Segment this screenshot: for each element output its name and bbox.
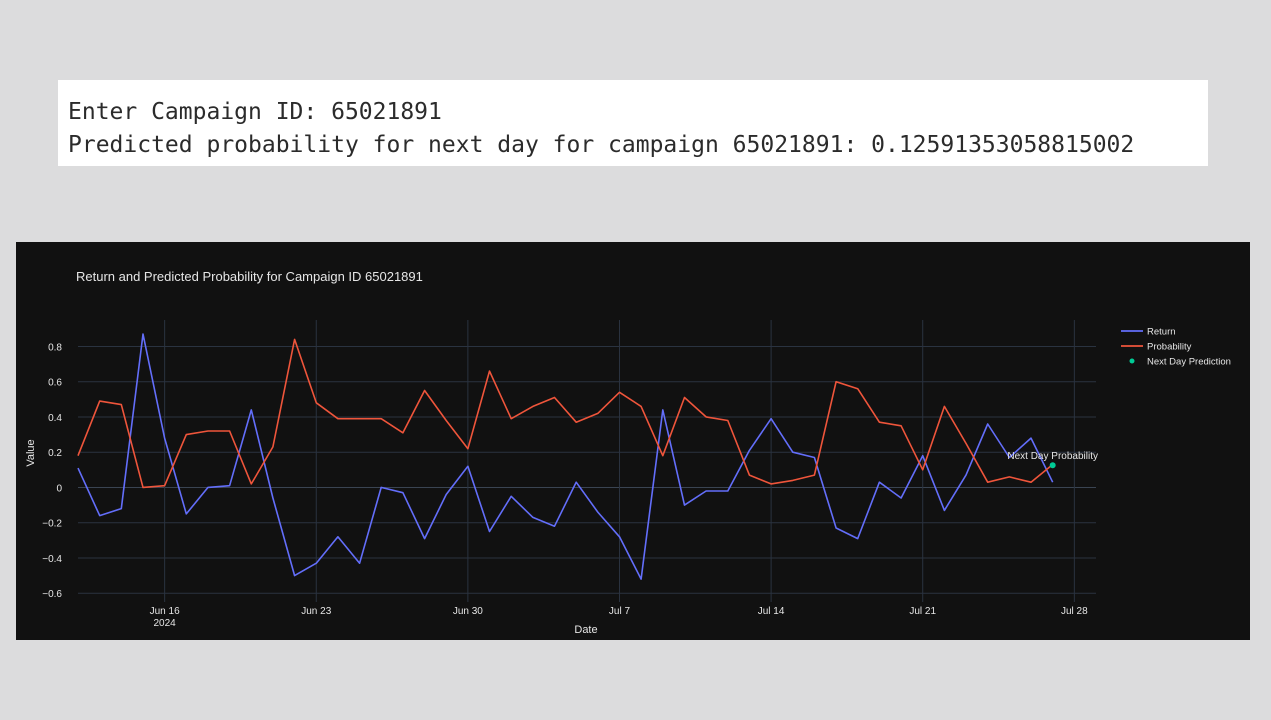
x-tick-sublabel: 2024 [154,618,177,629]
y-axis-ticks: −0.6 −0.4 −0.2 0 0.2 0.4 0.6 0.8 [42,342,62,600]
legend[interactable]: Return Probability Next Day Prediction [1121,327,1231,368]
annotations: Next Day Probability [1007,451,1098,469]
console-line-prediction: Predicted probability for next day for c… [68,132,1135,158]
x-tick-label: Jul 28 [1061,606,1088,617]
legend-label: Next Day Prediction [1147,357,1231,368]
legend-label: Return [1147,327,1176,338]
line-chart[interactable]: Return and Predicted Probability for Cam… [16,242,1250,640]
console-line-campaign-id: Enter Campaign ID: 65021891 [68,99,442,125]
y-axis-label: Value [25,439,37,466]
plot-container[interactable]: Return and Predicted Probability for Cam… [16,242,1250,640]
y-tick-label: −0.4 [42,554,62,565]
chart-title: Return and Predicted Probability for Cam… [76,269,423,284]
legend-label: Probability [1147,342,1192,353]
y-tick-label: 0.6 [48,378,62,389]
x-tick-label: Jun 16 [150,606,180,617]
next-day-annotation: Next Day Probability [1007,451,1098,462]
next-day-prediction-point [1049,462,1056,469]
y-tick-label: −0.6 [42,589,62,600]
x-tick-label: Jun 23 [301,606,331,617]
console-output: Enter Campaign ID: 65021891 Predicted pro… [58,80,1208,166]
series-line-return [77,333,1054,580]
y-tick-label: 0.8 [48,342,62,353]
series-lines [77,333,1054,580]
y-tick-label: 0.4 [48,413,62,424]
x-tick-label: Jul 7 [609,606,631,617]
y-tick-label: 0.2 [48,448,62,459]
series-line-probability [77,338,1054,489]
y-tick-label: 0 [56,483,62,494]
x-axis-label: Date [574,624,597,636]
y-tick-label: −0.2 [42,519,62,530]
x-tick-label: Jul 21 [909,606,936,617]
x-tick-label: Jun 30 [453,606,483,617]
x-tick-label: Jul 14 [758,606,785,617]
grid-lines [78,320,1096,602]
legend-swatch-2 [1129,358,1135,364]
